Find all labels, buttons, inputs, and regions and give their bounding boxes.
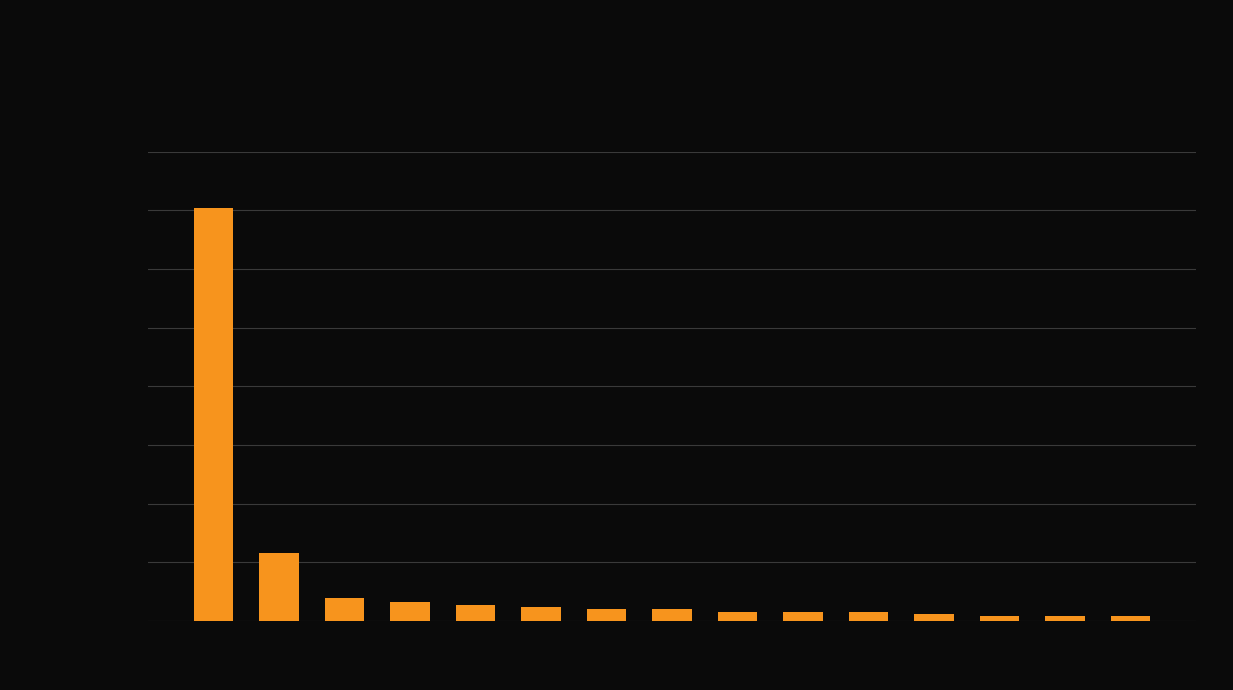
Bar [783,611,822,621]
Bar [980,616,1020,621]
Bar [587,609,626,621]
Bar [194,208,233,621]
Bar [915,614,953,621]
Bar [652,609,692,621]
Bar [1046,616,1085,621]
Bar [456,604,496,621]
Bar [391,602,429,621]
Bar [522,607,561,621]
Bar [1111,616,1150,621]
Bar [324,598,364,621]
Bar [848,611,888,621]
Bar [259,553,298,621]
Bar [718,611,757,621]
